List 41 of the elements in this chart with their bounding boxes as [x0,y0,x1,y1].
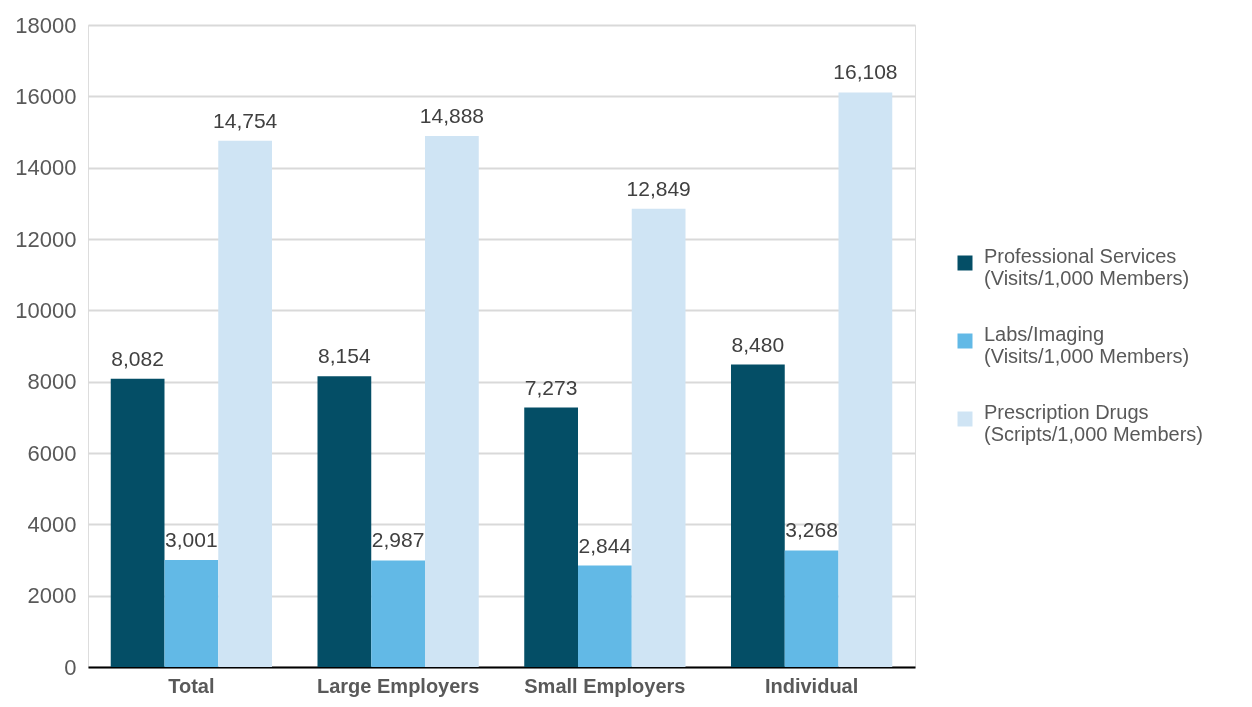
legend-label: Professional Services (Visits/1,000 Members) [984,245,1190,289]
bar [164,559,219,667]
y-tick-label: 8000 [27,369,77,395]
x-tick-label: Individual [764,674,859,697]
y-tick-label: 2000 [27,583,77,609]
bar [317,376,372,667]
bar [425,135,479,667]
x-tick-label: Total [168,674,215,697]
data-label: 12,849 [626,176,691,200]
y-tick-label: 4000 [27,511,77,537]
data-label: 8,082 [111,346,164,370]
y-tick-label: 16000 [15,83,77,109]
x-tick-label: Small Employers [524,674,686,697]
data-label: 2,844 [578,533,632,557]
y-tick-label: 18000 [15,12,77,38]
bar [371,560,425,667]
bar [730,364,785,667]
data-label: 14,888 [419,103,484,127]
y-tick-label: 14000 [15,155,77,181]
data-label: 2,987 [371,528,425,552]
y-tick-label: 12000 [15,226,77,252]
bar [110,378,165,667]
data-label: 16,108 [833,60,898,84]
x-tick-label: Large Employers [316,674,480,697]
legend-label: Prescription Drugs (Scripts/1,000 Members) [984,401,1203,445]
data-label: 3,001 [165,527,218,551]
data-label: 8,480 [731,332,785,356]
bar [838,92,893,667]
y-tick-label: 10000 [15,297,77,323]
bar [631,208,686,667]
legend-label: Labs/Imaging (Visits/1,000 Members) [984,323,1190,367]
data-label: 3,268 [785,518,838,542]
data-label: 14,754 [213,108,278,132]
bar [524,407,578,667]
y-tick-label: 0 [64,654,77,680]
data-label: 7,273 [524,375,578,399]
data-label: 8,154 [318,344,371,368]
bar [784,550,839,667]
bar [578,565,632,667]
y-tick-label: 6000 [27,440,77,466]
bar [218,140,273,667]
